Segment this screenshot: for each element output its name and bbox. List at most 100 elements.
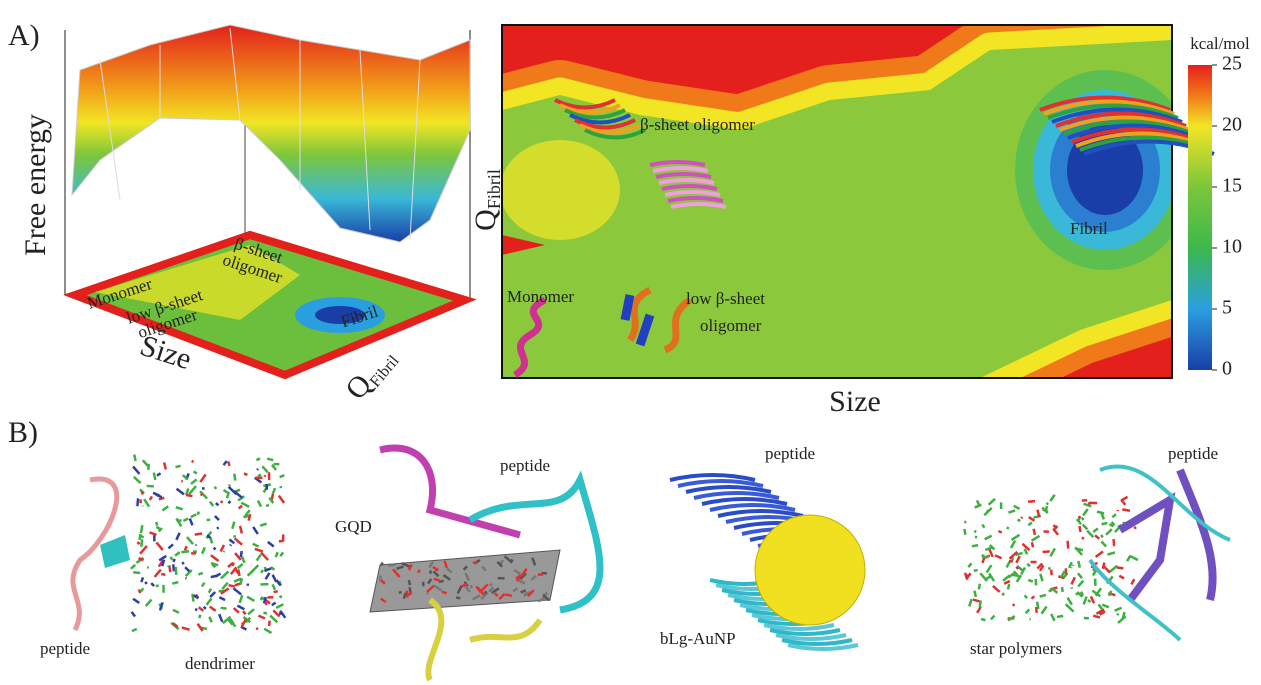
- bond: [204, 607, 206, 609]
- bond: [1109, 566, 1117, 572]
- bond: [242, 557, 244, 563]
- bond: [968, 563, 971, 567]
- bond: [964, 529, 965, 535]
- bond: [150, 496, 152, 500]
- colorbar-label: kcal/mol: [1190, 34, 1250, 53]
- colorbar: [1188, 65, 1212, 370]
- bond: [974, 591, 976, 597]
- bond: [439, 581, 444, 582]
- bond: [980, 601, 981, 608]
- bond: [185, 546, 187, 550]
- bond: [172, 582, 178, 584]
- bond: [1027, 564, 1030, 567]
- bond: [1062, 587, 1063, 592]
- bond: [182, 628, 190, 630]
- bond: [224, 490, 230, 494]
- bond: [190, 519, 193, 526]
- bond: [1037, 510, 1039, 517]
- bond: [1002, 593, 1004, 595]
- bond: [217, 527, 218, 528]
- bond: [239, 506, 242, 509]
- annotation: GQD: [335, 517, 372, 536]
- bond: [142, 491, 143, 494]
- bond: [484, 592, 486, 594]
- bond: [134, 455, 135, 462]
- bond: [137, 542, 139, 544]
- ribbon: [428, 600, 540, 680]
- bond: [186, 495, 192, 496]
- bond: [234, 608, 239, 613]
- colorbar-tick-label: 5: [1222, 297, 1232, 319]
- bond: [269, 621, 270, 626]
- bond: [189, 486, 196, 494]
- colorbar-tick-label: 15: [1222, 175, 1242, 197]
- bond: [473, 562, 478, 563]
- contour-band: [500, 140, 620, 240]
- surface-plot: Free energy Size QFibril Monomer low β-s…: [19, 25, 470, 407]
- bond: [257, 469, 258, 470]
- bond: [192, 461, 194, 462]
- bond: [210, 502, 213, 506]
- bond: [267, 459, 273, 461]
- bond: [1118, 616, 1126, 623]
- bond: [989, 499, 995, 505]
- bond: [1098, 604, 1102, 609]
- bond: [240, 526, 242, 533]
- bond: [244, 473, 247, 475]
- bond: [196, 608, 197, 610]
- bond: [1050, 548, 1054, 556]
- bond: [232, 522, 234, 529]
- bond: [511, 559, 513, 563]
- bond: [215, 487, 217, 489]
- bond: [1012, 535, 1020, 540]
- y-axis-label: Free energy: [19, 114, 52, 256]
- bond: [1051, 614, 1054, 621]
- bond: [191, 514, 196, 517]
- bond: [139, 590, 141, 594]
- bond: [222, 583, 227, 589]
- bond: [258, 501, 261, 507]
- bond: [241, 627, 247, 630]
- bond: [261, 552, 268, 560]
- bond: [233, 588, 241, 594]
- bond: [427, 593, 428, 594]
- bond: [1101, 541, 1106, 546]
- bond: [243, 611, 246, 614]
- bond: [980, 573, 987, 581]
- bond: [1071, 577, 1074, 584]
- bond: [1097, 512, 1104, 514]
- bond: [137, 498, 138, 506]
- bond: [224, 551, 225, 552]
- bond: [198, 573, 202, 575]
- bond: [173, 564, 174, 571]
- bond: [156, 527, 159, 529]
- helix: [100, 535, 130, 568]
- bond: [210, 607, 216, 611]
- bond: [173, 610, 179, 613]
- energy-surface: [72, 25, 470, 242]
- axis-subscript: Fibril: [484, 169, 504, 209]
- bond: [1127, 555, 1130, 561]
- bond: [214, 547, 215, 549]
- bond: [1032, 536, 1040, 541]
- annotation: dendrimer: [185, 654, 255, 673]
- bond: [995, 555, 1002, 558]
- panel-label: A): [8, 19, 40, 52]
- bond: [201, 494, 203, 495]
- bond: [1082, 537, 1083, 539]
- bond: [134, 477, 141, 483]
- annotation: low β-sheet: [686, 289, 765, 308]
- bond: [268, 542, 274, 547]
- bond: [154, 473, 156, 480]
- bond: [168, 544, 173, 548]
- bond: [234, 474, 235, 481]
- bond: [1043, 551, 1050, 552]
- annotation: star polymers: [970, 639, 1062, 658]
- bond: [276, 552, 278, 557]
- bond: [977, 500, 980, 505]
- bond: [170, 557, 172, 560]
- bond: [235, 538, 242, 544]
- bond: [176, 567, 177, 575]
- bond: [505, 594, 512, 595]
- bond: [977, 607, 981, 613]
